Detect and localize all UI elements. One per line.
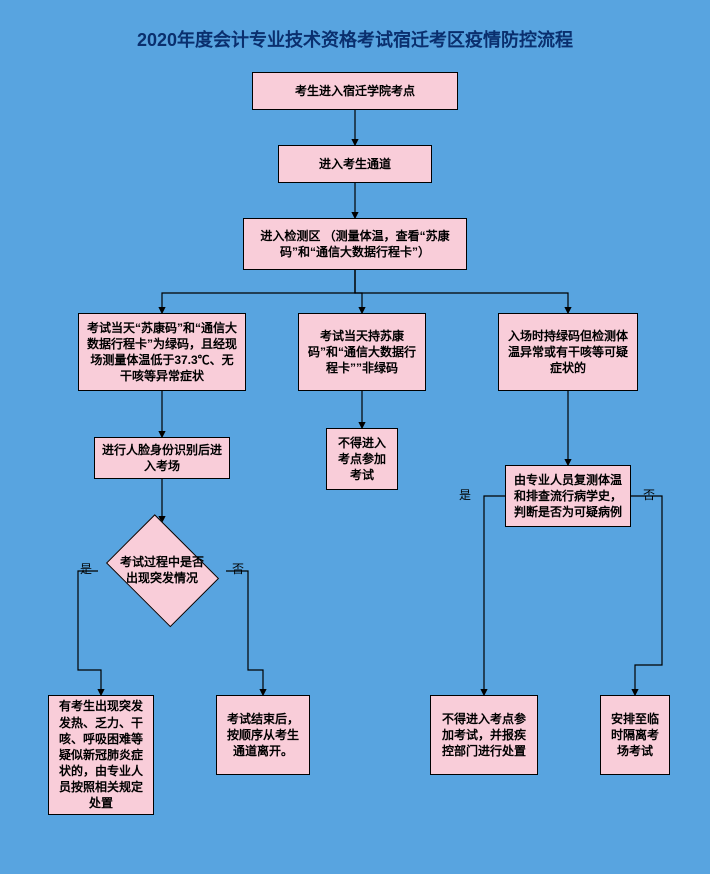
flow-node-n4: 考试当天“苏康码”和“通信大数据行程卡”为绿码，且经现场测量体温低于37.3℃、… <box>78 313 246 391</box>
flow-edge <box>355 270 568 313</box>
flow-node-n8: 不得进入考点参加考试 <box>326 428 398 490</box>
edge-label-l2: 否 <box>643 486 655 503</box>
flow-node-n13: 安排至临时隔离考场考试 <box>600 695 670 775</box>
flow-edge <box>484 496 505 695</box>
flow-node-n2: 进入考生通道 <box>278 145 432 183</box>
flow-node-n10: 有考生出现突发发热、乏力、干咳、呼吸困难等疑似新冠肺炎症状的，由专业人员按照相关… <box>48 695 154 815</box>
edge-label-l3: 是 <box>80 560 92 577</box>
flow-decision-d1: 考试过程中是否出现突发情况 <box>98 522 226 620</box>
flow-node-n9: 由专业人员复测体温和排查流行病学史，判断是否为可疑病例 <box>505 465 631 527</box>
flow-node-n6: 入场时持绿码但检测体温异常或有干咳等可疑症状的 <box>498 313 638 391</box>
flow-node-n3: 进入检测区 （测量体温，查看“苏康码”和“通信大数据行程卡”） <box>243 218 467 270</box>
flowchart-canvas: 2020年度会计专业技术资格考试宿迁考区疫情防控流程 考生进入宿迁学院考点进入考… <box>0 0 710 874</box>
flow-node-n12: 不得进入考点参加考试，并报疾控部门进行处置 <box>430 695 538 775</box>
flow-edge <box>355 270 362 313</box>
page-title: 2020年度会计专业技术资格考试宿迁考区疫情防控流程 <box>0 26 710 52</box>
edge-label-l4: 否 <box>232 560 244 577</box>
flow-node-n1: 考生进入宿迁学院考点 <box>252 72 458 110</box>
edge-label-l1: 是 <box>459 486 471 503</box>
flow-edge <box>226 571 263 695</box>
flow-edge <box>631 496 662 695</box>
flow-node-n5: 考试当天持苏康码”和“通信大数据行程卡””非绿码 <box>298 313 426 391</box>
flow-node-n7: 进行人脸身份识别后进入考场 <box>94 437 230 479</box>
flow-node-n11: 考试结束后，按顺序从考生通道离开。 <box>216 695 310 775</box>
flow-edge <box>162 270 355 313</box>
